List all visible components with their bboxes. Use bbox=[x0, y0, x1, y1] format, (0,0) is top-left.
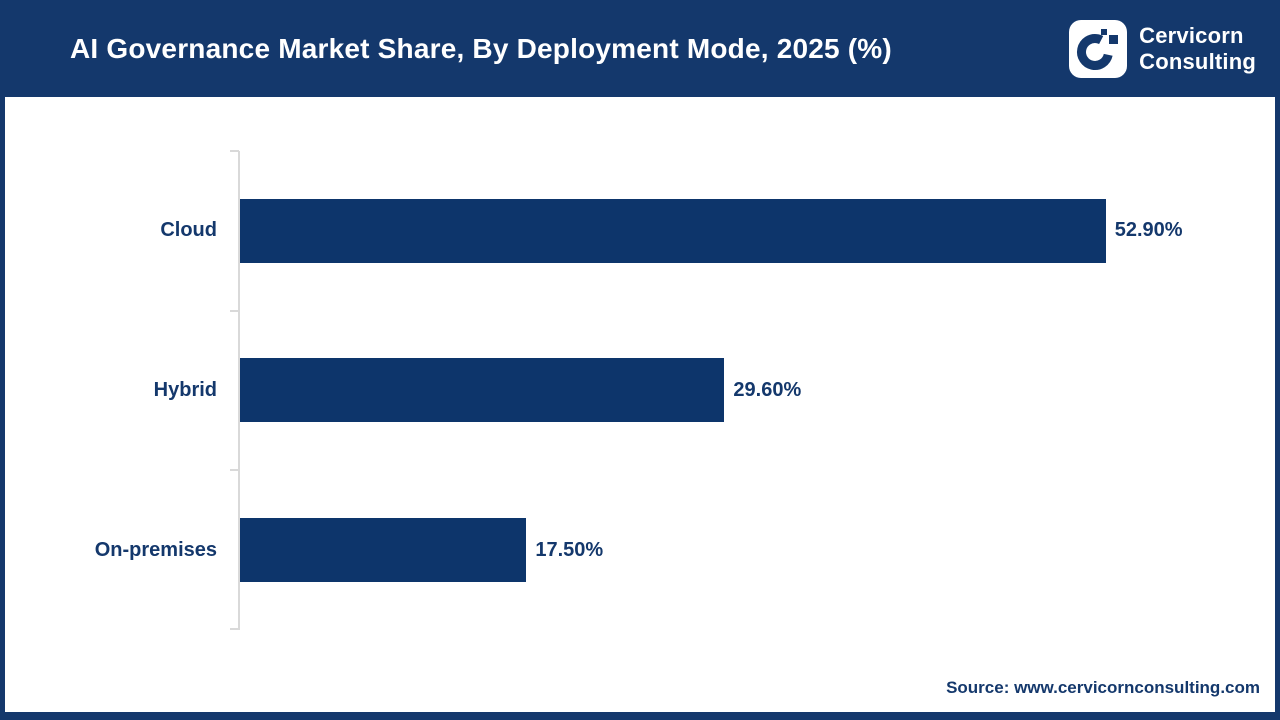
brand-name: Cervicorn Consulting bbox=[1139, 23, 1256, 75]
cervicorn-c-icon bbox=[1069, 19, 1128, 78]
bar-row-hybrid: 29.60% bbox=[240, 311, 1271, 471]
bar-hybrid bbox=[240, 358, 725, 423]
axis-tick bbox=[230, 309, 239, 312]
plot-area: 52.90% 29.60% 17.50% bbox=[230, 150, 1271, 630]
category-label-on-premises: On-premises bbox=[94, 538, 217, 561]
brand-logo: Cervicorn Consulting bbox=[1069, 19, 1256, 78]
bar-row-cloud: 52.90% bbox=[240, 151, 1271, 311]
brand-line-2: Consulting bbox=[1139, 48, 1256, 74]
category-axis-labels: Cloud Hybrid On-premises bbox=[5, 151, 238, 630]
category-label-cloud: Cloud bbox=[160, 219, 217, 242]
axis-tick bbox=[230, 150, 239, 152]
axis-tick bbox=[230, 628, 239, 630]
bar-on-premises bbox=[240, 518, 527, 583]
value-label-cloud: 52.90% bbox=[1114, 219, 1183, 242]
bar-cloud bbox=[240, 198, 1106, 263]
page-title: AI Governance Market Share, By Deploymen… bbox=[70, 32, 892, 64]
source-attribution: Source: www.cervicornconsulting.com bbox=[946, 678, 1260, 697]
value-label-hybrid: 29.60% bbox=[733, 378, 802, 401]
axis-tick bbox=[230, 469, 239, 472]
bar-row-on-premises: 17.50% bbox=[240, 470, 1271, 630]
header-band: AI Governance Market Share, By Deploymen… bbox=[5, 0, 1275, 97]
value-label-on-premises: 17.50% bbox=[535, 538, 604, 561]
brand-line-1: Cervicorn bbox=[1139, 22, 1244, 48]
category-label-hybrid: Hybrid bbox=[153, 378, 217, 401]
